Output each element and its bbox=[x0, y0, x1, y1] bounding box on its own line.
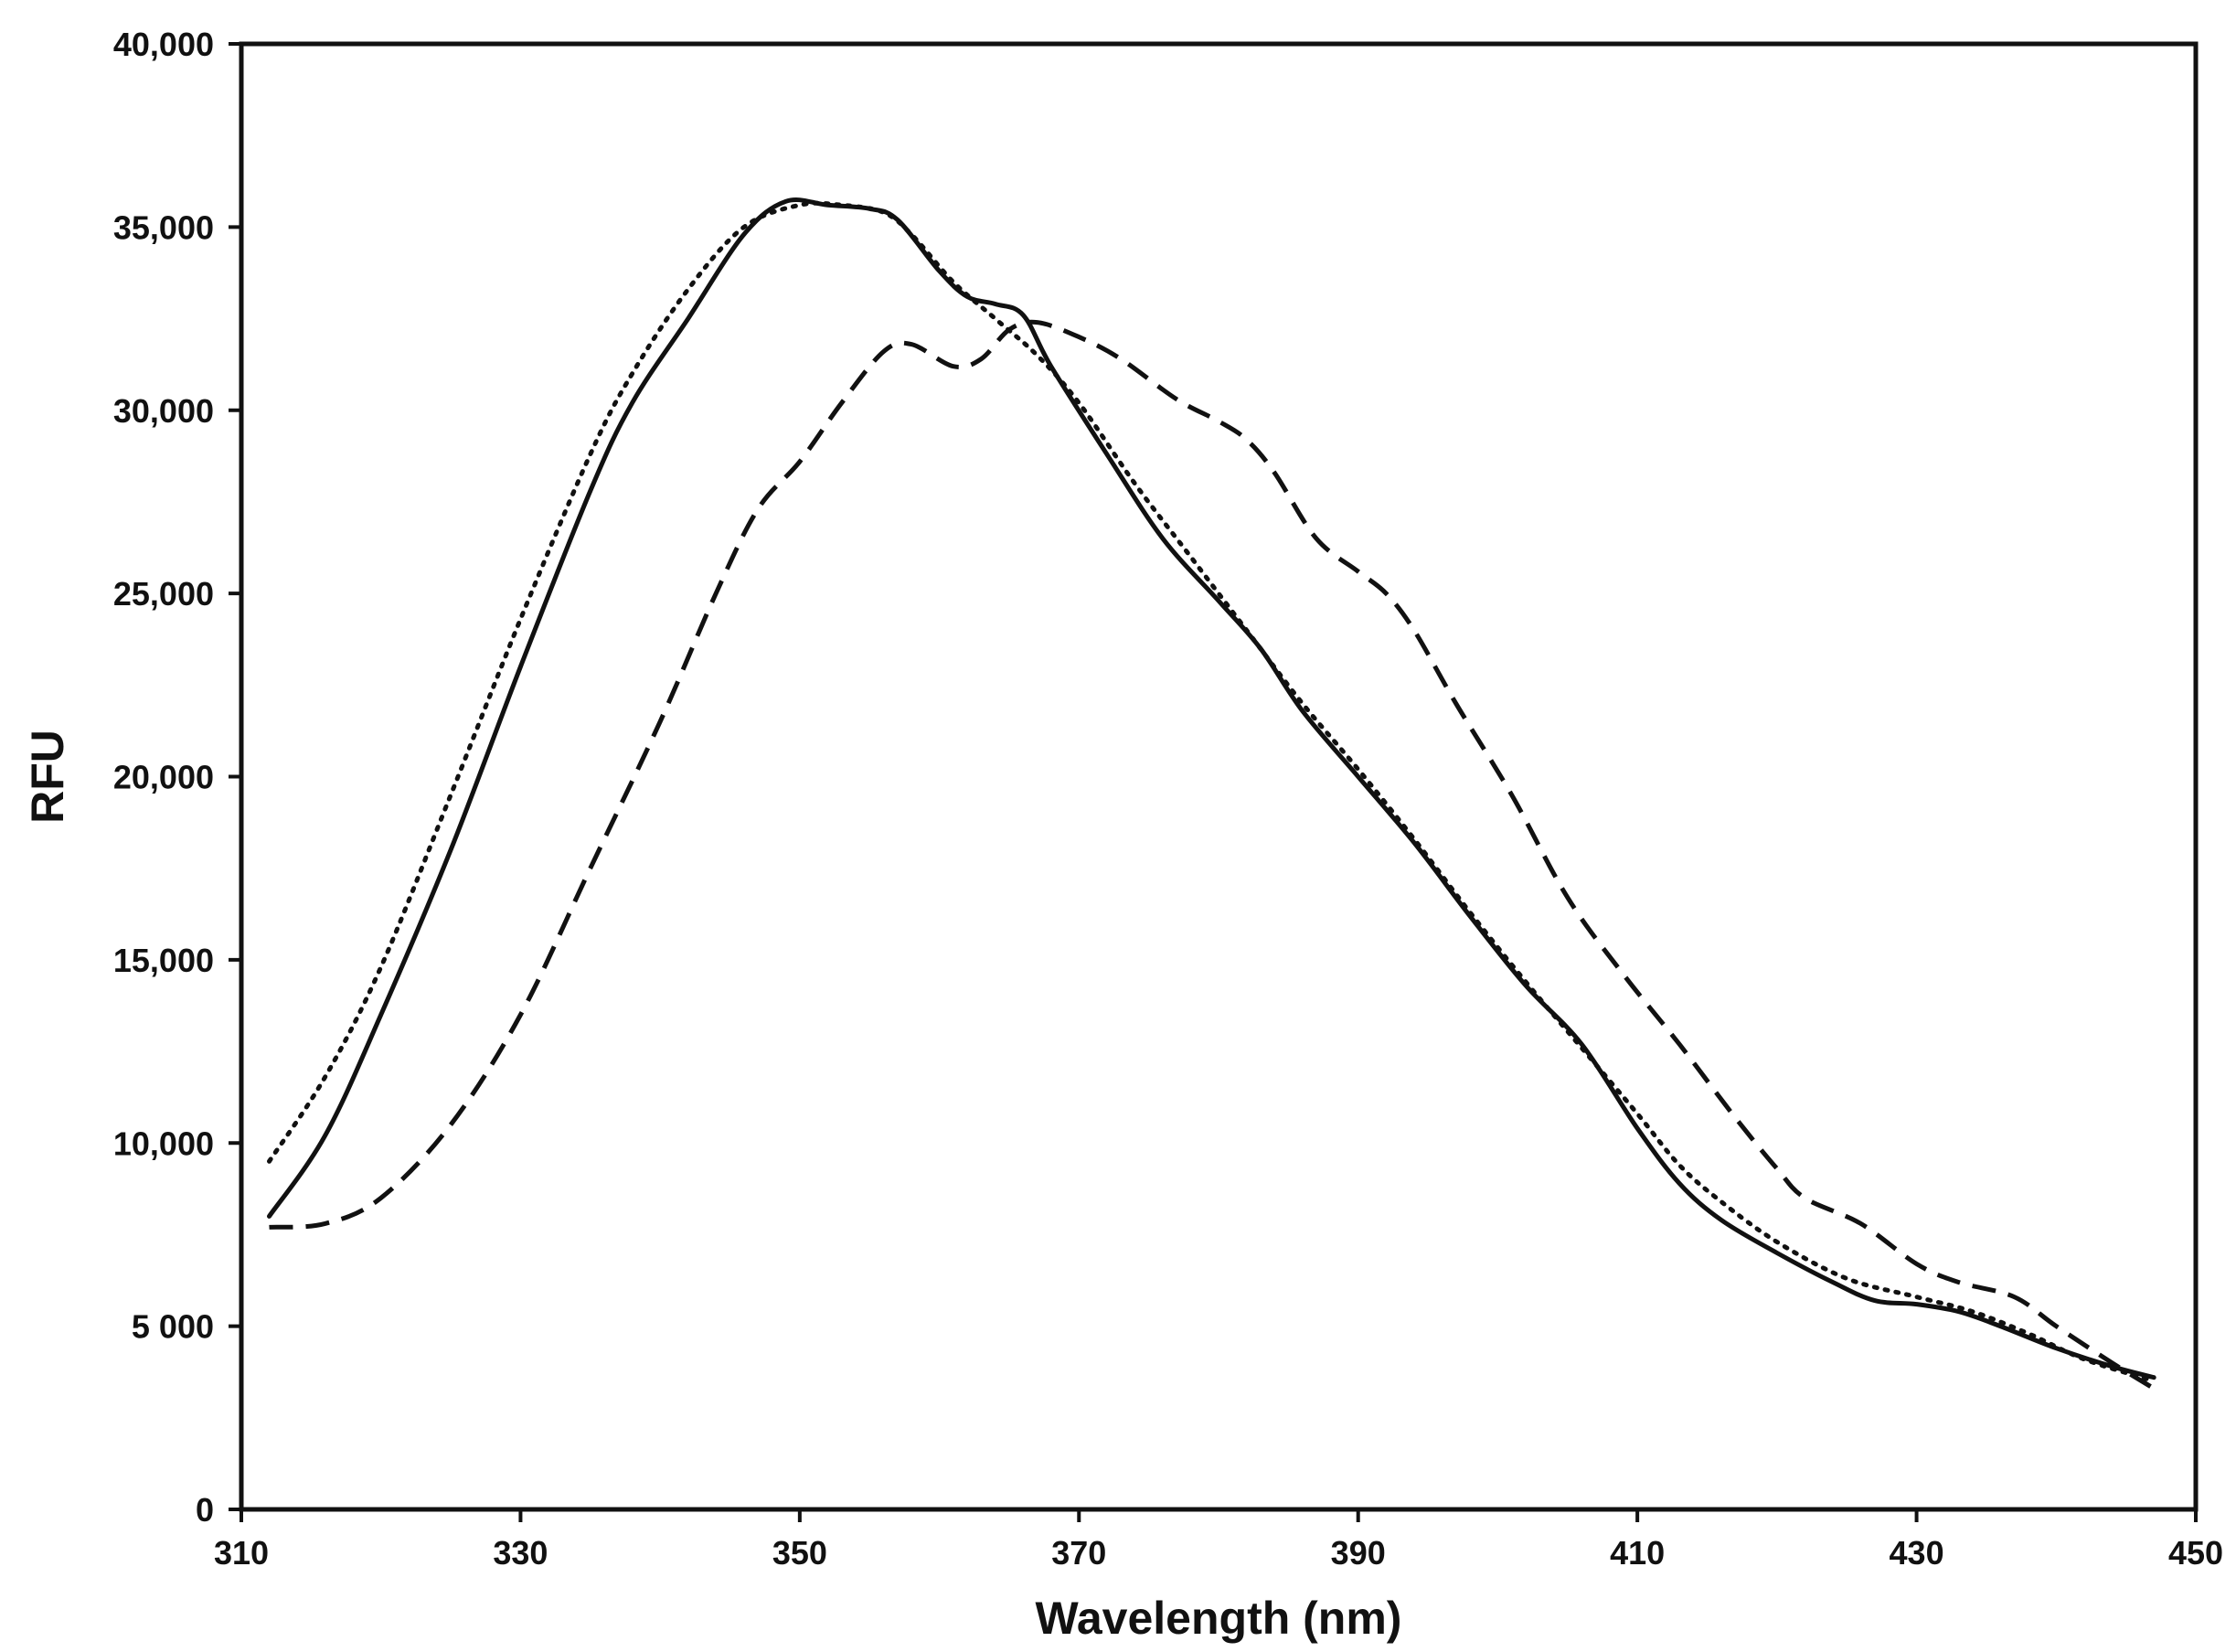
x-tick-label: 450 bbox=[2168, 1534, 2223, 1572]
x-axis-ticks: 310 330 350 370 390 410 430 450 bbox=[214, 1509, 2223, 1572]
x-tick-label: 330 bbox=[493, 1534, 548, 1572]
y-tick-label: 25,000 bbox=[113, 575, 214, 613]
x-tick-label: 350 bbox=[772, 1534, 827, 1572]
y-tick-label: 15,000 bbox=[113, 942, 214, 979]
x-tick-label: 430 bbox=[1890, 1534, 1944, 1572]
y-tick-label: 30,000 bbox=[113, 392, 214, 430]
y-tick-label: 0 bbox=[196, 1491, 214, 1529]
y-tick-label: 5 000 bbox=[132, 1308, 214, 1346]
y-axis-title: RFU bbox=[22, 730, 73, 824]
series-line-dotted bbox=[267, 200, 2156, 1384]
series-line-solid bbox=[267, 197, 2156, 1380]
y-tick-label: 20,000 bbox=[113, 759, 214, 796]
x-tick-label: 410 bbox=[1610, 1534, 1665, 1572]
y-tick-label: 40,000 bbox=[113, 26, 214, 63]
series-line-dashed bbox=[269, 319, 2156, 1391]
y-tick-label: 10,000 bbox=[113, 1124, 214, 1162]
y-tick-label: 35,000 bbox=[113, 208, 214, 246]
x-axis-title: Wavelength (nm) bbox=[1036, 1593, 1402, 1644]
plot-lines bbox=[267, 197, 2156, 1391]
plot-area-frame bbox=[239, 41, 2199, 1512]
x-tick-label: 310 bbox=[214, 1534, 269, 1572]
x-tick-label: 370 bbox=[1051, 1534, 1106, 1572]
y-axis-ticks: 0 5 000 10,000 15,000 20,000 25,000 30,000 35,0… bbox=[113, 26, 241, 1529]
x-tick-label: 390 bbox=[1331, 1534, 1386, 1572]
